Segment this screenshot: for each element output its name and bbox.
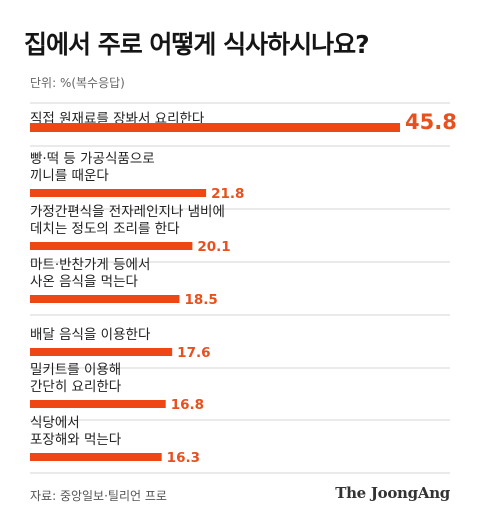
category-label-2-0: 가정간편식을 전자레인지나 냄비에 (30, 204, 225, 220)
brand-logo: The JoongAng (335, 484, 450, 502)
category-label-1-0: 빵·떡 등 가공식품으로 (30, 151, 155, 167)
value-label-3: 18.5 (184, 292, 217, 308)
value-label-6: 16.3 (167, 450, 200, 466)
bar-5 (30, 400, 166, 408)
bar-2 (30, 242, 193, 250)
bar-1 (30, 189, 207, 197)
bar-0 (30, 123, 400, 132)
bar-6 (30, 453, 162, 461)
value-label-0: 45.8 (405, 110, 457, 134)
category-label-6-0: 식당에서 (30, 415, 80, 431)
chart-title: 집에서 주로 어떻게 식사하시나요? (24, 30, 370, 59)
source-note: 자료: 중앙일보·틸리언 프로 (30, 489, 167, 503)
bar-3 (30, 295, 180, 303)
category-label-3-0: 마트·반찬가게 등에서 (30, 257, 150, 273)
category-label-2-1: 데치는 정도의 조리를 한다 (30, 221, 180, 237)
value-label-4: 17.6 (177, 345, 210, 361)
value-label-5: 16.8 (171, 397, 204, 413)
category-label-5-1: 간단히 요리한다 (30, 379, 122, 395)
category-label-1-1: 끼니를 때운다 (30, 168, 109, 184)
category-label-3-1: 사온 음식을 먹는다 (30, 274, 139, 290)
category-label-4-0: 배달 음식을 이용한다 (30, 327, 151, 343)
category-label-5-0: 밀키트를 이용해 (30, 362, 121, 378)
value-label-1: 21.8 (211, 186, 244, 202)
bar-4 (30, 348, 173, 356)
value-label-2: 20.1 (197, 239, 230, 255)
category-label-6-1: 포장해와 먹는다 (30, 432, 122, 448)
unit-label: 단위: %(복수응답) (30, 76, 125, 90)
